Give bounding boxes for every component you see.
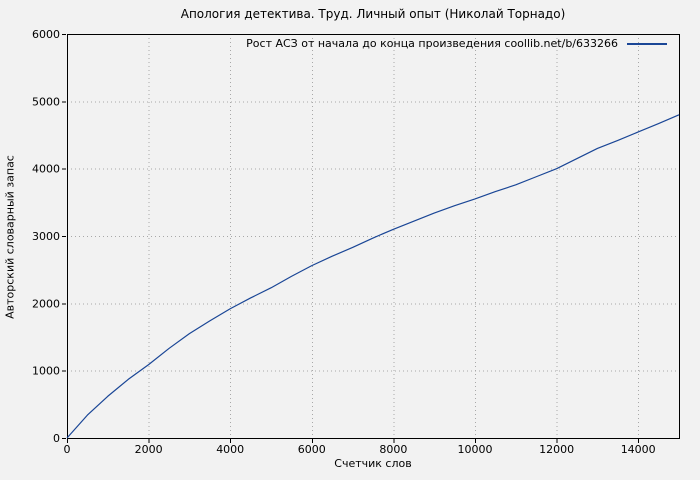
legend-label: Рост АСЗ от начала до конца произведения… (246, 37, 618, 50)
y-tick-label: 4000 (32, 163, 60, 176)
y-tick-label: 0 (53, 432, 60, 445)
y-tick-label: 3000 (32, 230, 60, 243)
y-tick-label: 2000 (32, 297, 60, 310)
x-tick-label: 12000 (539, 443, 574, 456)
x-tick-label: 14000 (621, 443, 656, 456)
y-tick-label: 6000 (32, 28, 60, 41)
x-tick-label: 0 (64, 443, 71, 456)
series-line (66, 114, 680, 439)
y-tick-label: 1000 (32, 365, 60, 378)
x-tick-label: 4000 (216, 443, 244, 456)
x-tick-label: 10000 (458, 443, 493, 456)
x-axis-label: Счетчик слов (334, 457, 412, 470)
x-tick-label: 2000 (135, 443, 163, 456)
x-tick-label: 8000 (379, 443, 407, 456)
x-tick-label: 6000 (298, 443, 326, 456)
legend-line-sample (627, 42, 667, 45)
chart-title: Апология детектива. Труд. Личный опыт (Н… (180, 7, 566, 21)
plot-border (67, 34, 680, 439)
legend: Рост АСЗ от начала до конца произведения… (67, 36, 667, 51)
y-tick-label: 5000 (32, 95, 60, 108)
